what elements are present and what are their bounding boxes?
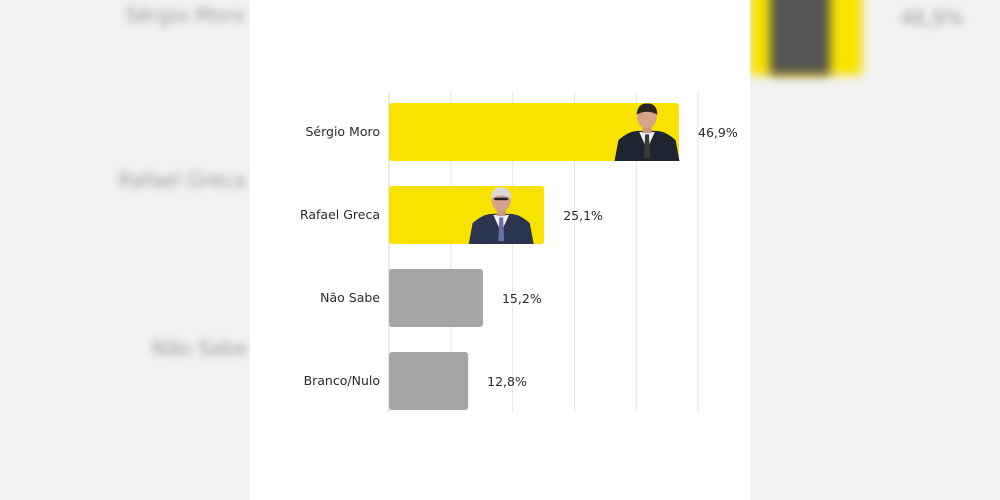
category-label: Branco/Nulo [304,373,380,388]
bar-s-rgio-moro [389,103,679,161]
category-label: Rafael Greca [300,207,380,222]
portrait-icon [614,103,680,161]
blurred-label: Rafael Greca [118,168,247,192]
bar-n-o-sabe [389,269,483,327]
bar-chart: Sérgio Moro Rafael Greca Não Sabe Branco/Nu… [300,92,738,412]
category-label: Sérgio Moro [305,124,380,139]
value-label: 25,1% [563,208,603,223]
bar-branco-nulo [389,352,469,410]
value-labels: 46,9% 25,1% 15,2% 12,8% [487,125,738,389]
chart-panel: Sérgio Moro Rafael Greca Não Sabe Branco/Nu… [250,0,750,500]
blurred-label: Sérgio Moro [125,3,245,27]
blurred-value: 46,9% [900,6,964,30]
category-labels: Sérgio Moro Rafael Greca Não Sabe Branco/Nu… [300,124,380,388]
blurred-backdrop-left: Sérgio Moro Rafael Greca Não Sabe [0,0,250,500]
value-label: 12,8% [487,374,527,389]
category-label: Não Sabe [320,290,380,305]
blurred-photo [770,0,830,75]
portrait-icon [468,187,534,244]
value-label: 46,9% [698,125,738,140]
blurred-label: Não Sabe [152,336,248,360]
bars [389,103,680,410]
value-label: 15,2% [502,291,542,306]
blurred-backdrop-right: 46,9% [750,0,1000,500]
